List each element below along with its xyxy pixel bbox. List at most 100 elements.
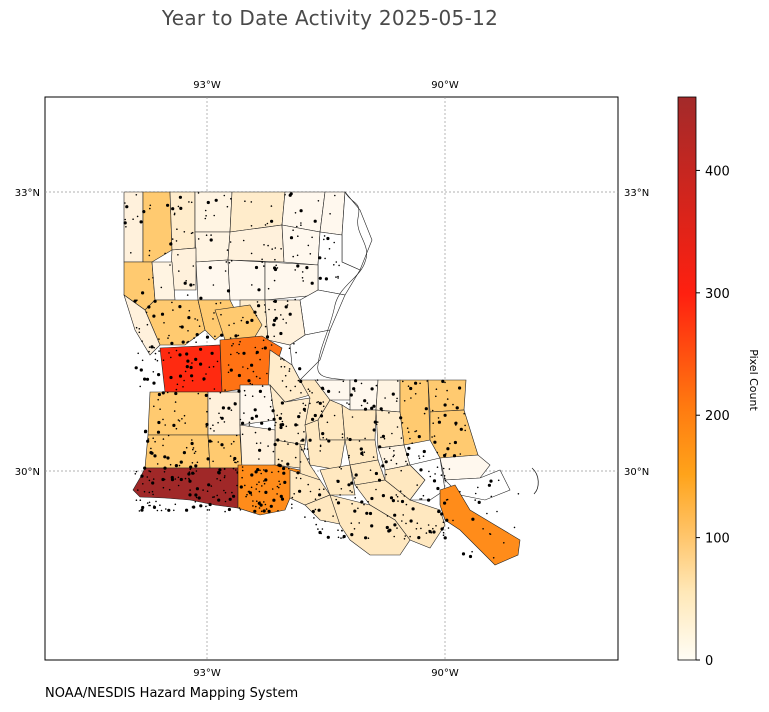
fire-point [262, 509, 266, 513]
fire-point [440, 512, 444, 516]
fire-point [295, 442, 299, 446]
fire-point [212, 496, 214, 499]
fire-point [443, 413, 447, 417]
fire-point [153, 299, 157, 303]
fire-point [213, 496, 215, 498]
fire-point [185, 352, 189, 356]
parish-jeff-davis [207, 434, 243, 469]
fire-point [217, 498, 221, 502]
fire-point [403, 400, 406, 402]
fire-point [123, 221, 127, 225]
fire-point [297, 415, 301, 419]
fire-point [178, 305, 182, 309]
fire-point [304, 404, 307, 407]
fire-point [150, 451, 154, 455]
fire-point [147, 305, 151, 309]
fire-point [274, 316, 278, 320]
fire-point [342, 380, 345, 383]
fire-point [227, 371, 230, 374]
fire-point [178, 374, 183, 378]
fire-point [189, 365, 193, 370]
fire-point [255, 314, 258, 317]
fire-point [148, 504, 150, 507]
fire-point [189, 468, 192, 471]
fire-point [437, 509, 441, 514]
fire-point [154, 352, 157, 355]
fire-point [297, 379, 300, 382]
fire-point [266, 372, 268, 375]
fire-point [271, 471, 273, 474]
fire-point [311, 509, 315, 514]
fire-point [267, 509, 271, 513]
fire-point [179, 206, 183, 210]
fire-point [214, 198, 218, 202]
fire-point [232, 467, 235, 470]
fire-point [414, 430, 416, 433]
fire-point [217, 441, 220, 443]
fire-point [327, 439, 331, 443]
fire-point [383, 458, 386, 460]
fire-point [274, 258, 276, 261]
tick-lat-33-left: 33°N [15, 188, 40, 199]
fire-point [263, 265, 265, 267]
fire-point [212, 318, 214, 320]
fire-point [385, 473, 388, 476]
fire-point [409, 437, 411, 440]
fire-point [161, 391, 165, 395]
fire-point [186, 341, 188, 344]
fire-point [163, 478, 166, 481]
fire-point [318, 401, 322, 405]
fire-point [402, 514, 405, 516]
fire-point [311, 417, 315, 421]
fire-point [420, 527, 422, 530]
fire-point [177, 484, 180, 487]
fire-point [381, 494, 385, 498]
fire-point [363, 451, 366, 454]
fire-point [205, 373, 207, 375]
parish-sabine [123, 294, 161, 356]
fire-point [166, 456, 170, 460]
fire-point [254, 265, 259, 270]
fire-point [156, 430, 161, 434]
fire-point [177, 419, 180, 421]
fire-point [212, 284, 215, 286]
parish-washington [427, 379, 467, 413]
fire-point [489, 533, 492, 535]
fire-point [422, 494, 425, 497]
fire-point [157, 392, 161, 397]
fire-point [210, 485, 213, 487]
fire-point [242, 351, 246, 355]
fire-point [274, 308, 276, 311]
fire-point [302, 280, 305, 282]
fire-point [354, 497, 357, 499]
fire-point [235, 469, 237, 471]
fire-point [138, 328, 141, 330]
fire-point [239, 418, 242, 421]
fire-point [202, 379, 205, 381]
fire-point [196, 319, 199, 321]
fire-point [443, 502, 446, 504]
fire-point [356, 486, 358, 489]
fire-point [272, 417, 276, 421]
fire-point [303, 431, 305, 433]
fire-point [292, 255, 295, 258]
fire-point [396, 495, 399, 498]
fire-point [205, 234, 208, 236]
fire-point [229, 455, 232, 457]
fire-point [419, 498, 421, 500]
fire-point [205, 505, 207, 508]
fire-point [267, 287, 270, 290]
fire-point [220, 416, 224, 420]
fire-point [220, 443, 224, 447]
fire-point [337, 277, 339, 279]
tick-lon-90-top: 90°W [431, 80, 459, 91]
fire-point [327, 389, 331, 393]
fire-point [241, 469, 244, 472]
fire-point [143, 466, 147, 470]
fire-point [375, 423, 378, 426]
fire-point [226, 289, 231, 293]
fire-point [338, 466, 341, 469]
fire-point [294, 385, 297, 388]
fire-point [364, 536, 368, 540]
fire-point [160, 509, 163, 512]
